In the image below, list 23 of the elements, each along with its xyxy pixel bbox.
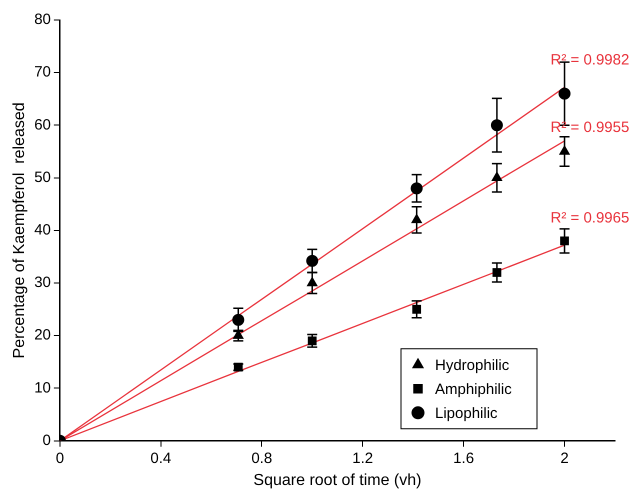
y-tick-label: 70 (34, 64, 51, 81)
x-tick-label: 1.6 (453, 450, 474, 467)
y-axis-title: Percentage of Kaempferol released (11, 102, 28, 358)
legend-label: Lipophilic (435, 404, 498, 422)
annotation: R² = 0.9965 (550, 209, 630, 226)
y-tick-label: 20 (34, 326, 51, 344)
x-tick-label: 0.4 (150, 450, 172, 467)
y-tick-label: 80 (34, 11, 51, 28)
x-tick-label: 0 (56, 450, 64, 467)
y-tick-label: 40 (34, 222, 51, 239)
x-tick-label: 0.8 (251, 450, 272, 467)
x-tick-label: 2 (560, 450, 569, 467)
y-tick-label: 0 (42, 432, 51, 449)
annotation: R² = 0.9955 (550, 119, 630, 136)
legend-label: Amphiphilic (435, 380, 512, 398)
x-axis-title: Square root of time (vh) (253, 472, 422, 489)
legend-label: Hydrophilic (435, 356, 510, 374)
y-tick-label: 10 (34, 379, 51, 396)
x-tick-label: 1.2 (352, 450, 374, 467)
annotation: R² = 0.9982 (550, 51, 630, 68)
y-tick-label: 30 (34, 274, 51, 292)
y-tick-label: 50 (34, 168, 51, 186)
y-tick-label: 60 (34, 116, 51, 134)
